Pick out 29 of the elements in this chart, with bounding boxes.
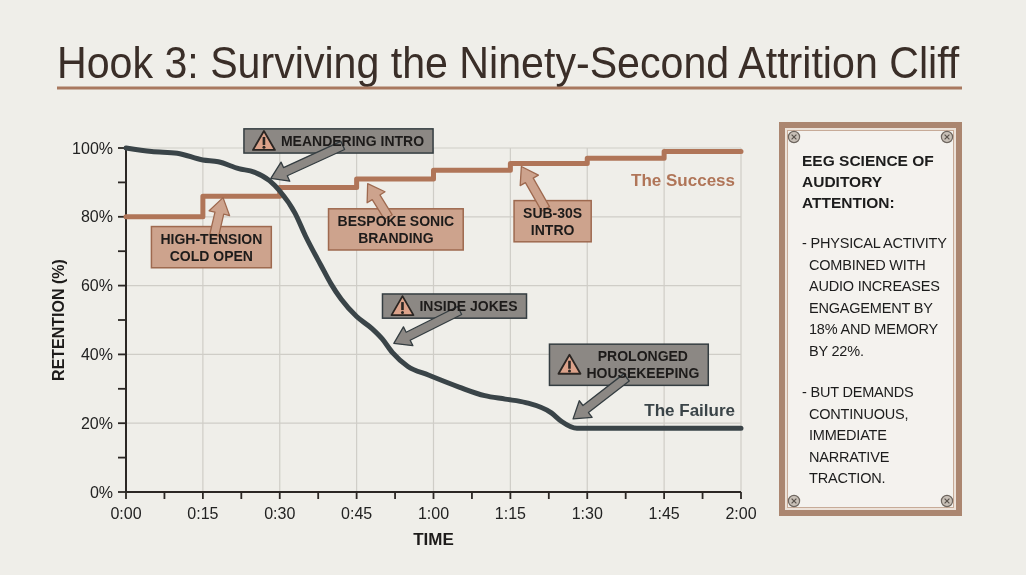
text: - PHYSICAL ACTIVITY COMBINED WITH AUDIO INCREASES ENGAGEMENT BY 18% AND MEMORY BY 22%. [802,234,948,361]
x-tick-label: 1:45 [648,505,680,522]
y-axis-title: RETENTION (%) [50,259,67,381]
y-tick-label: 80% [80,208,113,226]
y-tick-label: 0% [89,483,113,501]
x-tick-label: 0:00 [110,505,142,522]
chart-title: Hook 3: Surviving the Ninety-Second Attrition Cliff [57,37,960,88]
series-label: The Success [631,171,735,191]
annotation: HIGH-TENSION COLD OPEN [160,230,263,264]
x-tick-label: 0:15 [187,505,219,522]
y-tick-label: 40% [80,346,113,363]
annotation: SUB-30S INTRO [523,204,583,238]
annotation: BESPOKE SONIC BRANDING [337,213,455,246]
annotation: MEANDERING INTRO [280,133,425,150]
text: - BUT DEMANDS CONTINUOUS, IMMEDIATE NARRATIVE TRACTION. [802,383,915,488]
x-tick-label: 1:00 [417,505,450,522]
x-tick-label: 0:30 [264,505,296,522]
y-tick-label: 60% [80,277,113,295]
annotation: INSIDE JOKES [419,298,518,315]
text: EEG SCIENCE OF AUDITORY ATTENTION: [802,151,935,213]
x-axis-title: TIME [413,530,454,549]
x-tick-label: 0:45 [341,505,373,522]
x-tick-label: 1:30 [571,505,603,522]
y-tick-label: 100% [72,139,113,157]
x-tick-label: 2:00 [725,505,757,522]
x-tick-label: 1:15 [494,505,527,522]
y-tick-label: 20% [80,414,113,432]
annotation: PROLONGED HOUSEKEEPING [586,348,700,382]
series-label: The Failure [644,401,735,421]
